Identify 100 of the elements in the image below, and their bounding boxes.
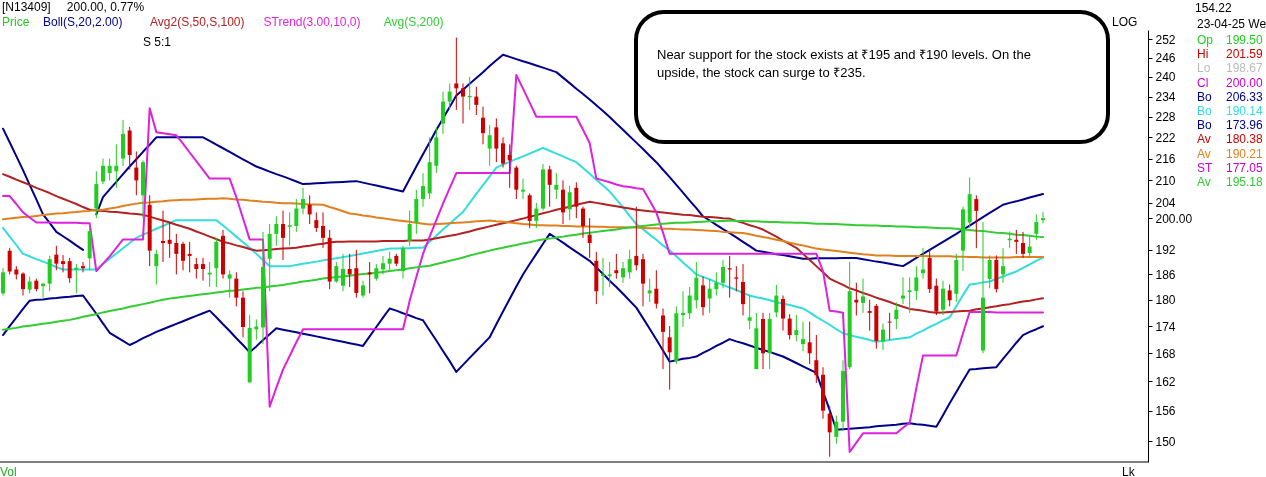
candlestick <box>987 255 992 289</box>
candlestick <box>347 253 352 288</box>
candlestick <box>881 322 885 351</box>
text: Price <box>2 15 30 29</box>
candlestick <box>907 276 912 314</box>
candlestick <box>921 247 925 280</box>
candlestick <box>914 265 919 301</box>
candlestick <box>634 206 639 271</box>
candlestick <box>201 257 205 282</box>
candlestick <box>281 209 285 261</box>
candlestick <box>234 271 239 307</box>
candlestick <box>54 245 59 271</box>
text: LOG <box>1112 15 1138 29</box>
text: Op 199.50 <box>1197 33 1264 47</box>
y-tick-label: 156 <box>1155 404 1176 419</box>
candlestick <box>701 276 705 316</box>
y-tick-label: 168 <box>1155 346 1176 361</box>
text: 154.22 <box>1195 1 1233 15</box>
candlestick <box>407 209 412 247</box>
candlestick <box>287 211 292 247</box>
y-tick-label: 180 <box>1155 293 1176 308</box>
candlestick <box>621 261 625 284</box>
candlestick <box>781 295 785 332</box>
text: 23-04-25 We <box>1197 17 1266 31</box>
candlestick <box>401 245 405 280</box>
chart-title: [N13409] <box>2 0 51 14</box>
candlestick <box>787 313 792 341</box>
candlestick <box>567 185 572 221</box>
candlestick <box>547 165 552 208</box>
candlestick <box>574 181 579 219</box>
y-tick-label: 252 <box>1155 32 1176 47</box>
text: Bo 206.33 <box>1197 89 1264 104</box>
candlestick <box>387 251 392 271</box>
annotation: Near support for the stock exists at ₹195 and ₹190 levels. On the upside, the stock can surge to ₹235. <box>657 47 1031 80</box>
candlestick <box>1014 229 1019 255</box>
text: Bo 190.14 <box>1197 104 1264 118</box>
candlestick <box>501 136 505 169</box>
y-tick-label: 174 <box>1155 319 1176 334</box>
y-tick-label: 228 <box>1155 110 1176 125</box>
candlestick <box>114 143 119 189</box>
candlestick <box>514 165 519 200</box>
candlestick <box>714 271 719 297</box>
candlestick <box>834 415 839 445</box>
candlestick <box>894 301 899 330</box>
candlestick <box>294 198 299 233</box>
candlestick <box>747 295 752 330</box>
text: Av 190.21 <box>1197 146 1263 161</box>
text: Hi 201.59 <box>1197 47 1263 62</box>
candlestick <box>667 325 672 391</box>
annotation: S 5:1 <box>143 35 172 49</box>
candlestick <box>654 269 659 309</box>
candlestick <box>941 280 945 316</box>
candlestick <box>167 221 172 259</box>
candlestick <box>521 178 525 200</box>
candlestick <box>134 150 139 196</box>
candlestick <box>1027 235 1032 259</box>
text: Cl 200.00 <box>1197 75 1263 90</box>
text: Vol <box>0 465 17 477</box>
candlestick <box>21 271 25 297</box>
line-series <box>2 219 1044 331</box>
line-series <box>2 197 1044 259</box>
text: Av 180.38 <box>1197 132 1263 147</box>
candlestick <box>661 307 665 370</box>
candlestick <box>61 254 65 273</box>
candlestick <box>447 82 452 111</box>
y-tick-label: 192 <box>1155 243 1176 258</box>
candlestick <box>607 261 612 288</box>
candlestick <box>421 172 425 208</box>
candlestick <box>741 263 745 316</box>
y-tick-label: 240 <box>1155 70 1176 85</box>
candlestick <box>794 314 799 342</box>
candlestick <box>441 91 445 135</box>
candlestick <box>867 299 872 332</box>
candlestick <box>481 106 485 145</box>
y-tick-label: 186 <box>1155 267 1176 282</box>
text: STrend(3.00,10,0) <box>263 15 361 29</box>
candlestick <box>181 241 185 271</box>
line-series <box>2 173 1044 314</box>
candlestick <box>1 267 5 297</box>
candlestick <box>861 278 865 314</box>
text: Avg2(S,50,S,100) <box>150 15 245 29</box>
candlestick <box>901 276 905 305</box>
text: 200.00, 0.77% <box>66 0 145 14</box>
candlestick <box>721 259 725 289</box>
candlestick <box>461 82 465 125</box>
y-tick-label: 162 <box>1155 374 1176 389</box>
candlestick <box>334 261 339 284</box>
candlestick <box>581 206 585 239</box>
candlestick <box>1041 211 1045 224</box>
candlestick <box>414 189 419 235</box>
candlestick <box>587 217 592 259</box>
candlestick <box>474 86 479 116</box>
candlestick <box>321 211 325 249</box>
candlestick <box>554 172 559 200</box>
candlestick <box>174 233 179 275</box>
candlestick <box>194 257 199 280</box>
candlestick <box>301 187 305 215</box>
candlestick <box>707 278 712 314</box>
candlestick <box>947 283 952 307</box>
text: Lo 198.67 <box>1197 61 1263 76</box>
